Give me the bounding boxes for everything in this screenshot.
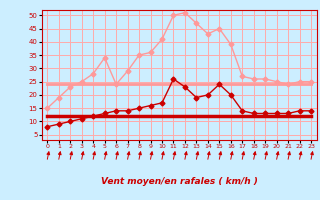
Text: Vent moyen/en rafales ( km/h ): Vent moyen/en rafales ( km/h ) [101, 178, 258, 186]
